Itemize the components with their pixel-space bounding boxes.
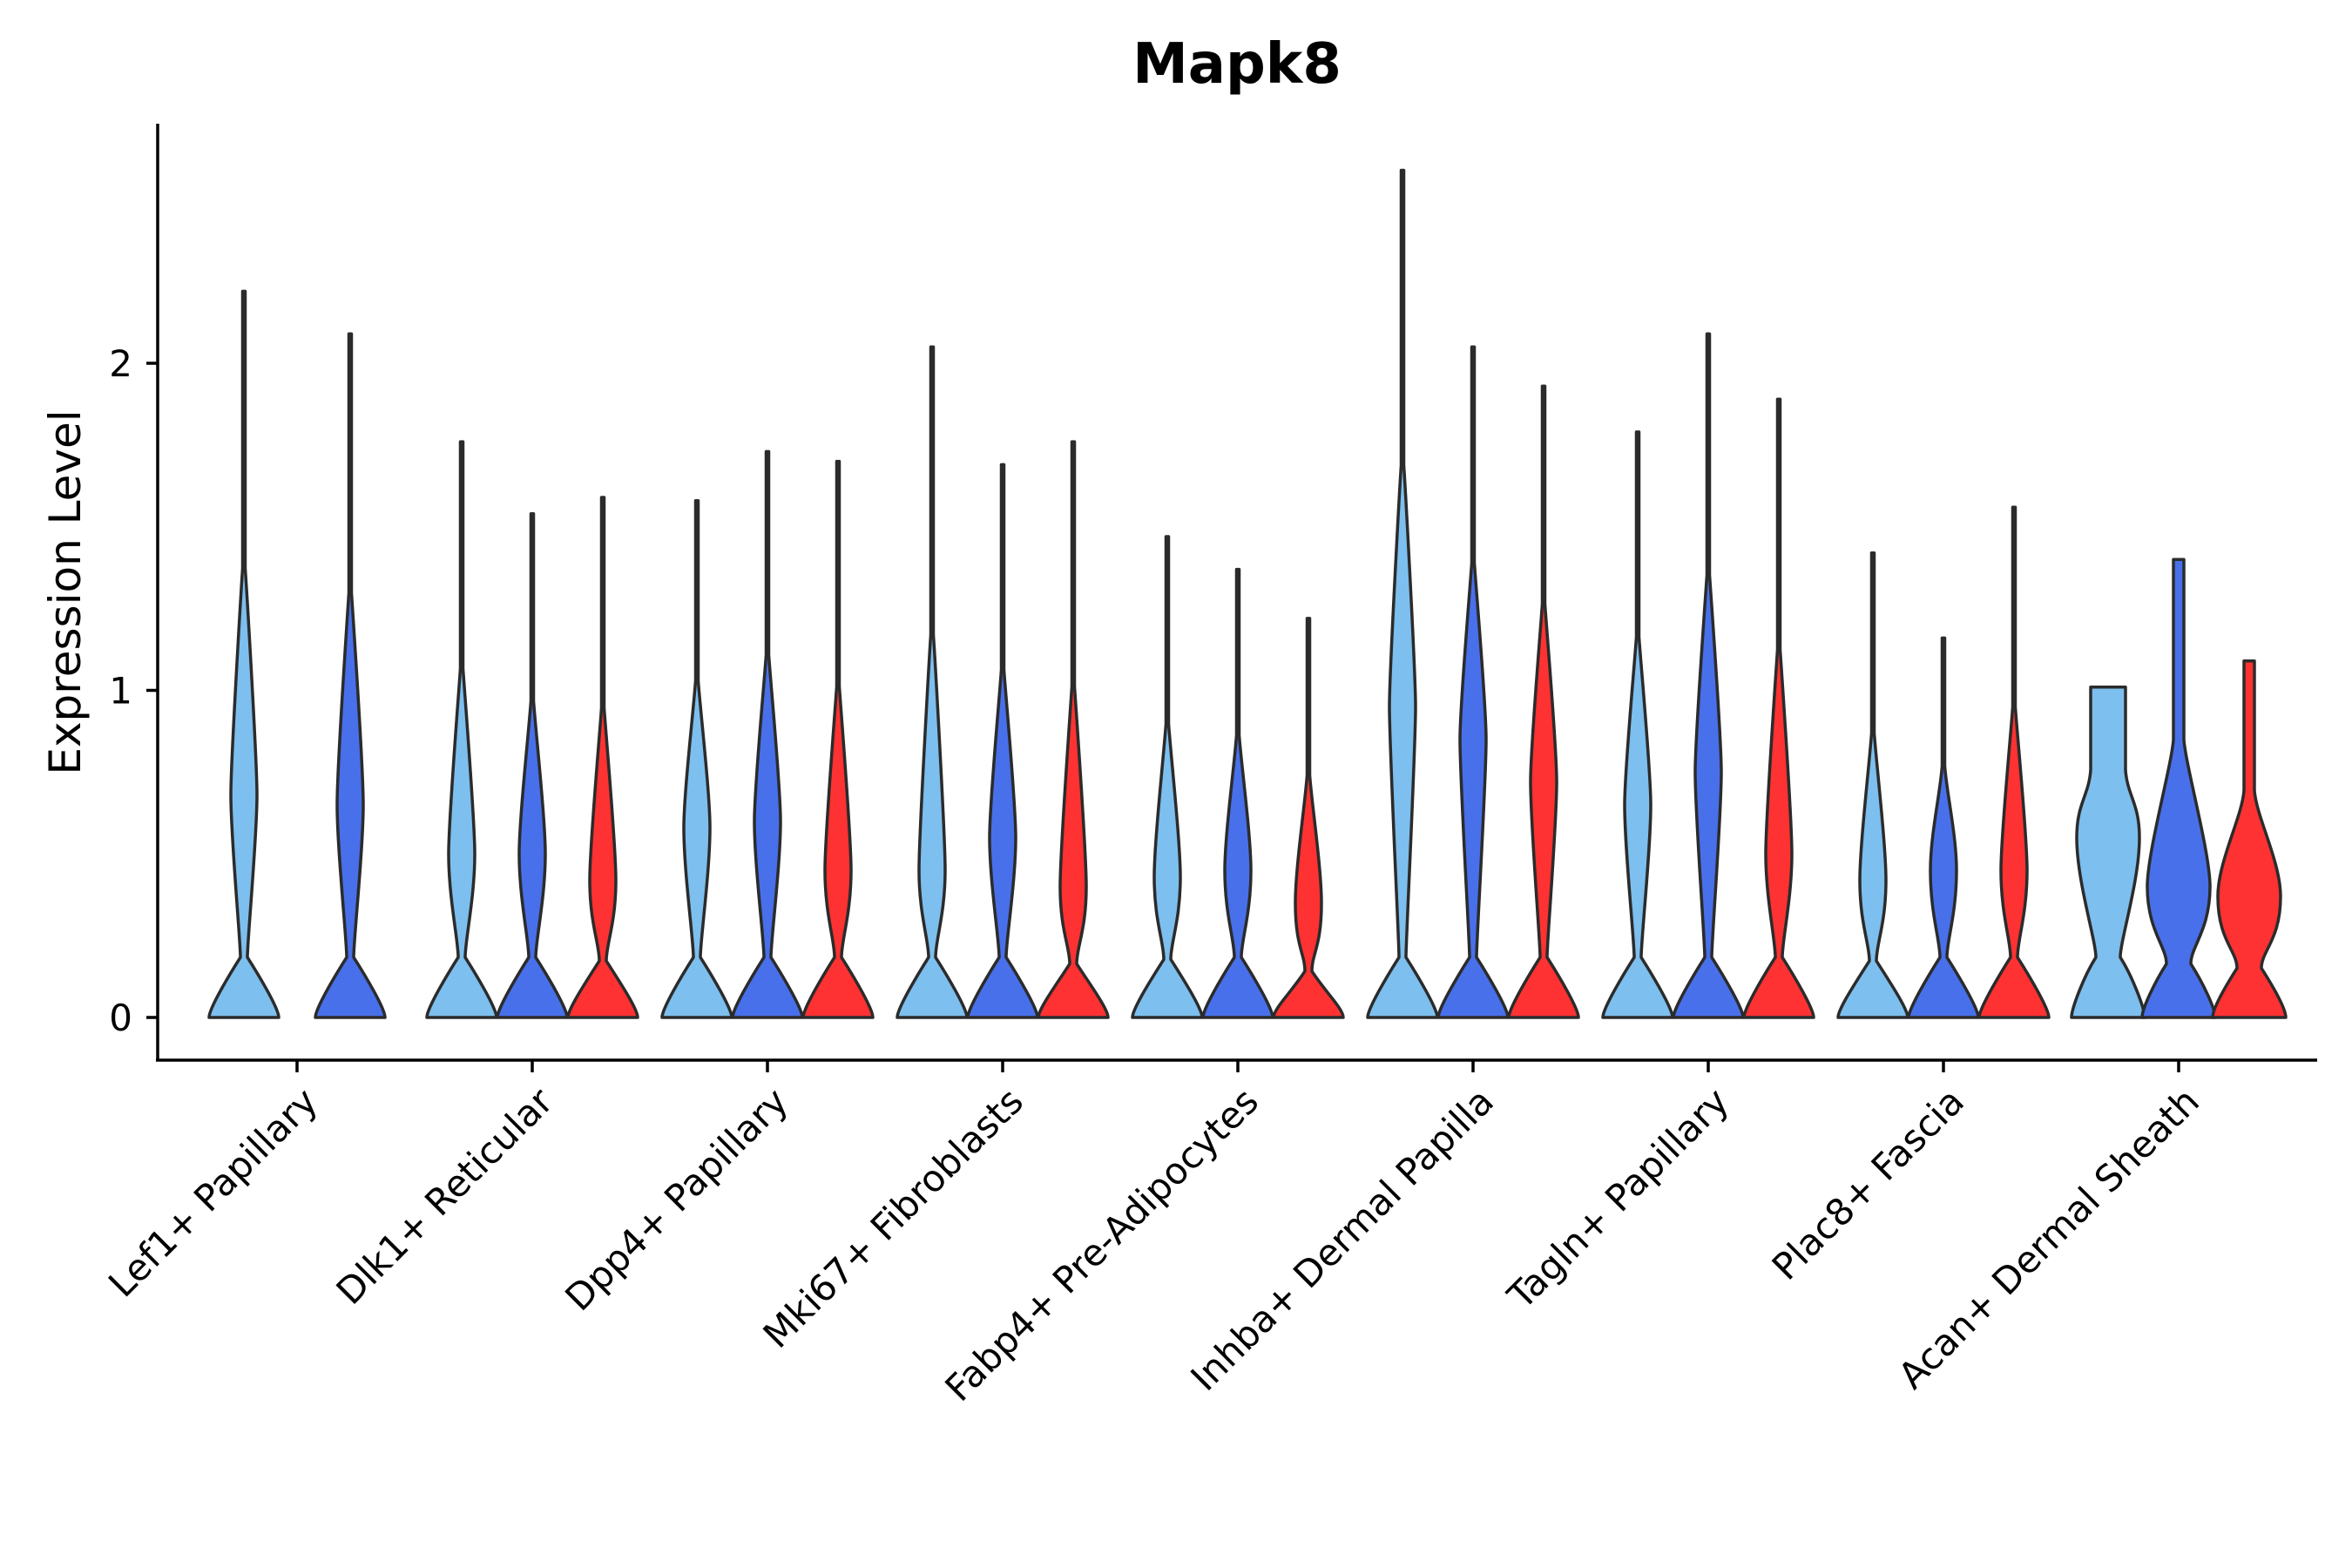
violin-9-group-3 bbox=[2211, 659, 2288, 1019]
violin-4-group-3 bbox=[1037, 440, 1110, 1019]
violin-9-group-2 bbox=[2140, 558, 2217, 1019]
violin-4-group-1 bbox=[896, 345, 969, 1019]
violin-1-group-1 bbox=[207, 289, 280, 1019]
violin-9-group-1 bbox=[2070, 685, 2146, 1019]
x-tick-label-7: Tagln+ Papillary bbox=[1499, 1079, 1737, 1317]
violin-8-group-3 bbox=[1977, 505, 2051, 1019]
violin-1-group-2 bbox=[314, 332, 387, 1019]
violin-7-group-3 bbox=[1742, 397, 1815, 1019]
violin-group bbox=[207, 168, 2288, 1019]
y-ticks: 0 1 2 bbox=[109, 342, 158, 1039]
x-tick-label-3: Dpp4+ Papillary bbox=[557, 1079, 796, 1319]
y-tick-label-1: 1 bbox=[109, 670, 132, 713]
y-axis-label: Expression Level bbox=[40, 409, 91, 774]
violin-5-group-2 bbox=[1201, 567, 1274, 1019]
chart-title: Mapk8 bbox=[1132, 32, 1342, 97]
violin-8-group-2 bbox=[1907, 636, 1980, 1019]
violin-5-group-3 bbox=[1272, 617, 1345, 1019]
violin-4-group-2 bbox=[966, 463, 1039, 1019]
violin-3-group-3 bbox=[801, 459, 875, 1019]
violin-7-group-2 bbox=[1672, 332, 1745, 1019]
x-tick-label-8: Plac8+ Fascia bbox=[1764, 1079, 1972, 1288]
violin-6-group-1 bbox=[1366, 168, 1439, 1019]
x-tick-label-4: Mki67+ Fibroblasts bbox=[755, 1079, 1031, 1355]
violin-2-group-3 bbox=[566, 496, 639, 1019]
violin-2-group-1 bbox=[425, 440, 498, 1019]
y-tick-label-0: 0 bbox=[109, 997, 132, 1039]
violin-8-group-1 bbox=[1836, 551, 1909, 1019]
violin-7-group-1 bbox=[1601, 430, 1674, 1019]
violin-5-group-1 bbox=[1131, 535, 1204, 1019]
violin-3-group-2 bbox=[731, 449, 804, 1019]
violin-6-group-3 bbox=[1507, 384, 1580, 1019]
violin-6-group-2 bbox=[1436, 345, 1510, 1019]
violin-3-group-1 bbox=[660, 498, 733, 1019]
y-tick-label-2: 2 bbox=[109, 342, 132, 385]
violin-2-group-2 bbox=[496, 511, 569, 1019]
x-tick-label-2: Dlk1+ Reticular bbox=[328, 1079, 562, 1313]
x-tick-label-1: Lef1+ Papillary bbox=[100, 1079, 326, 1305]
